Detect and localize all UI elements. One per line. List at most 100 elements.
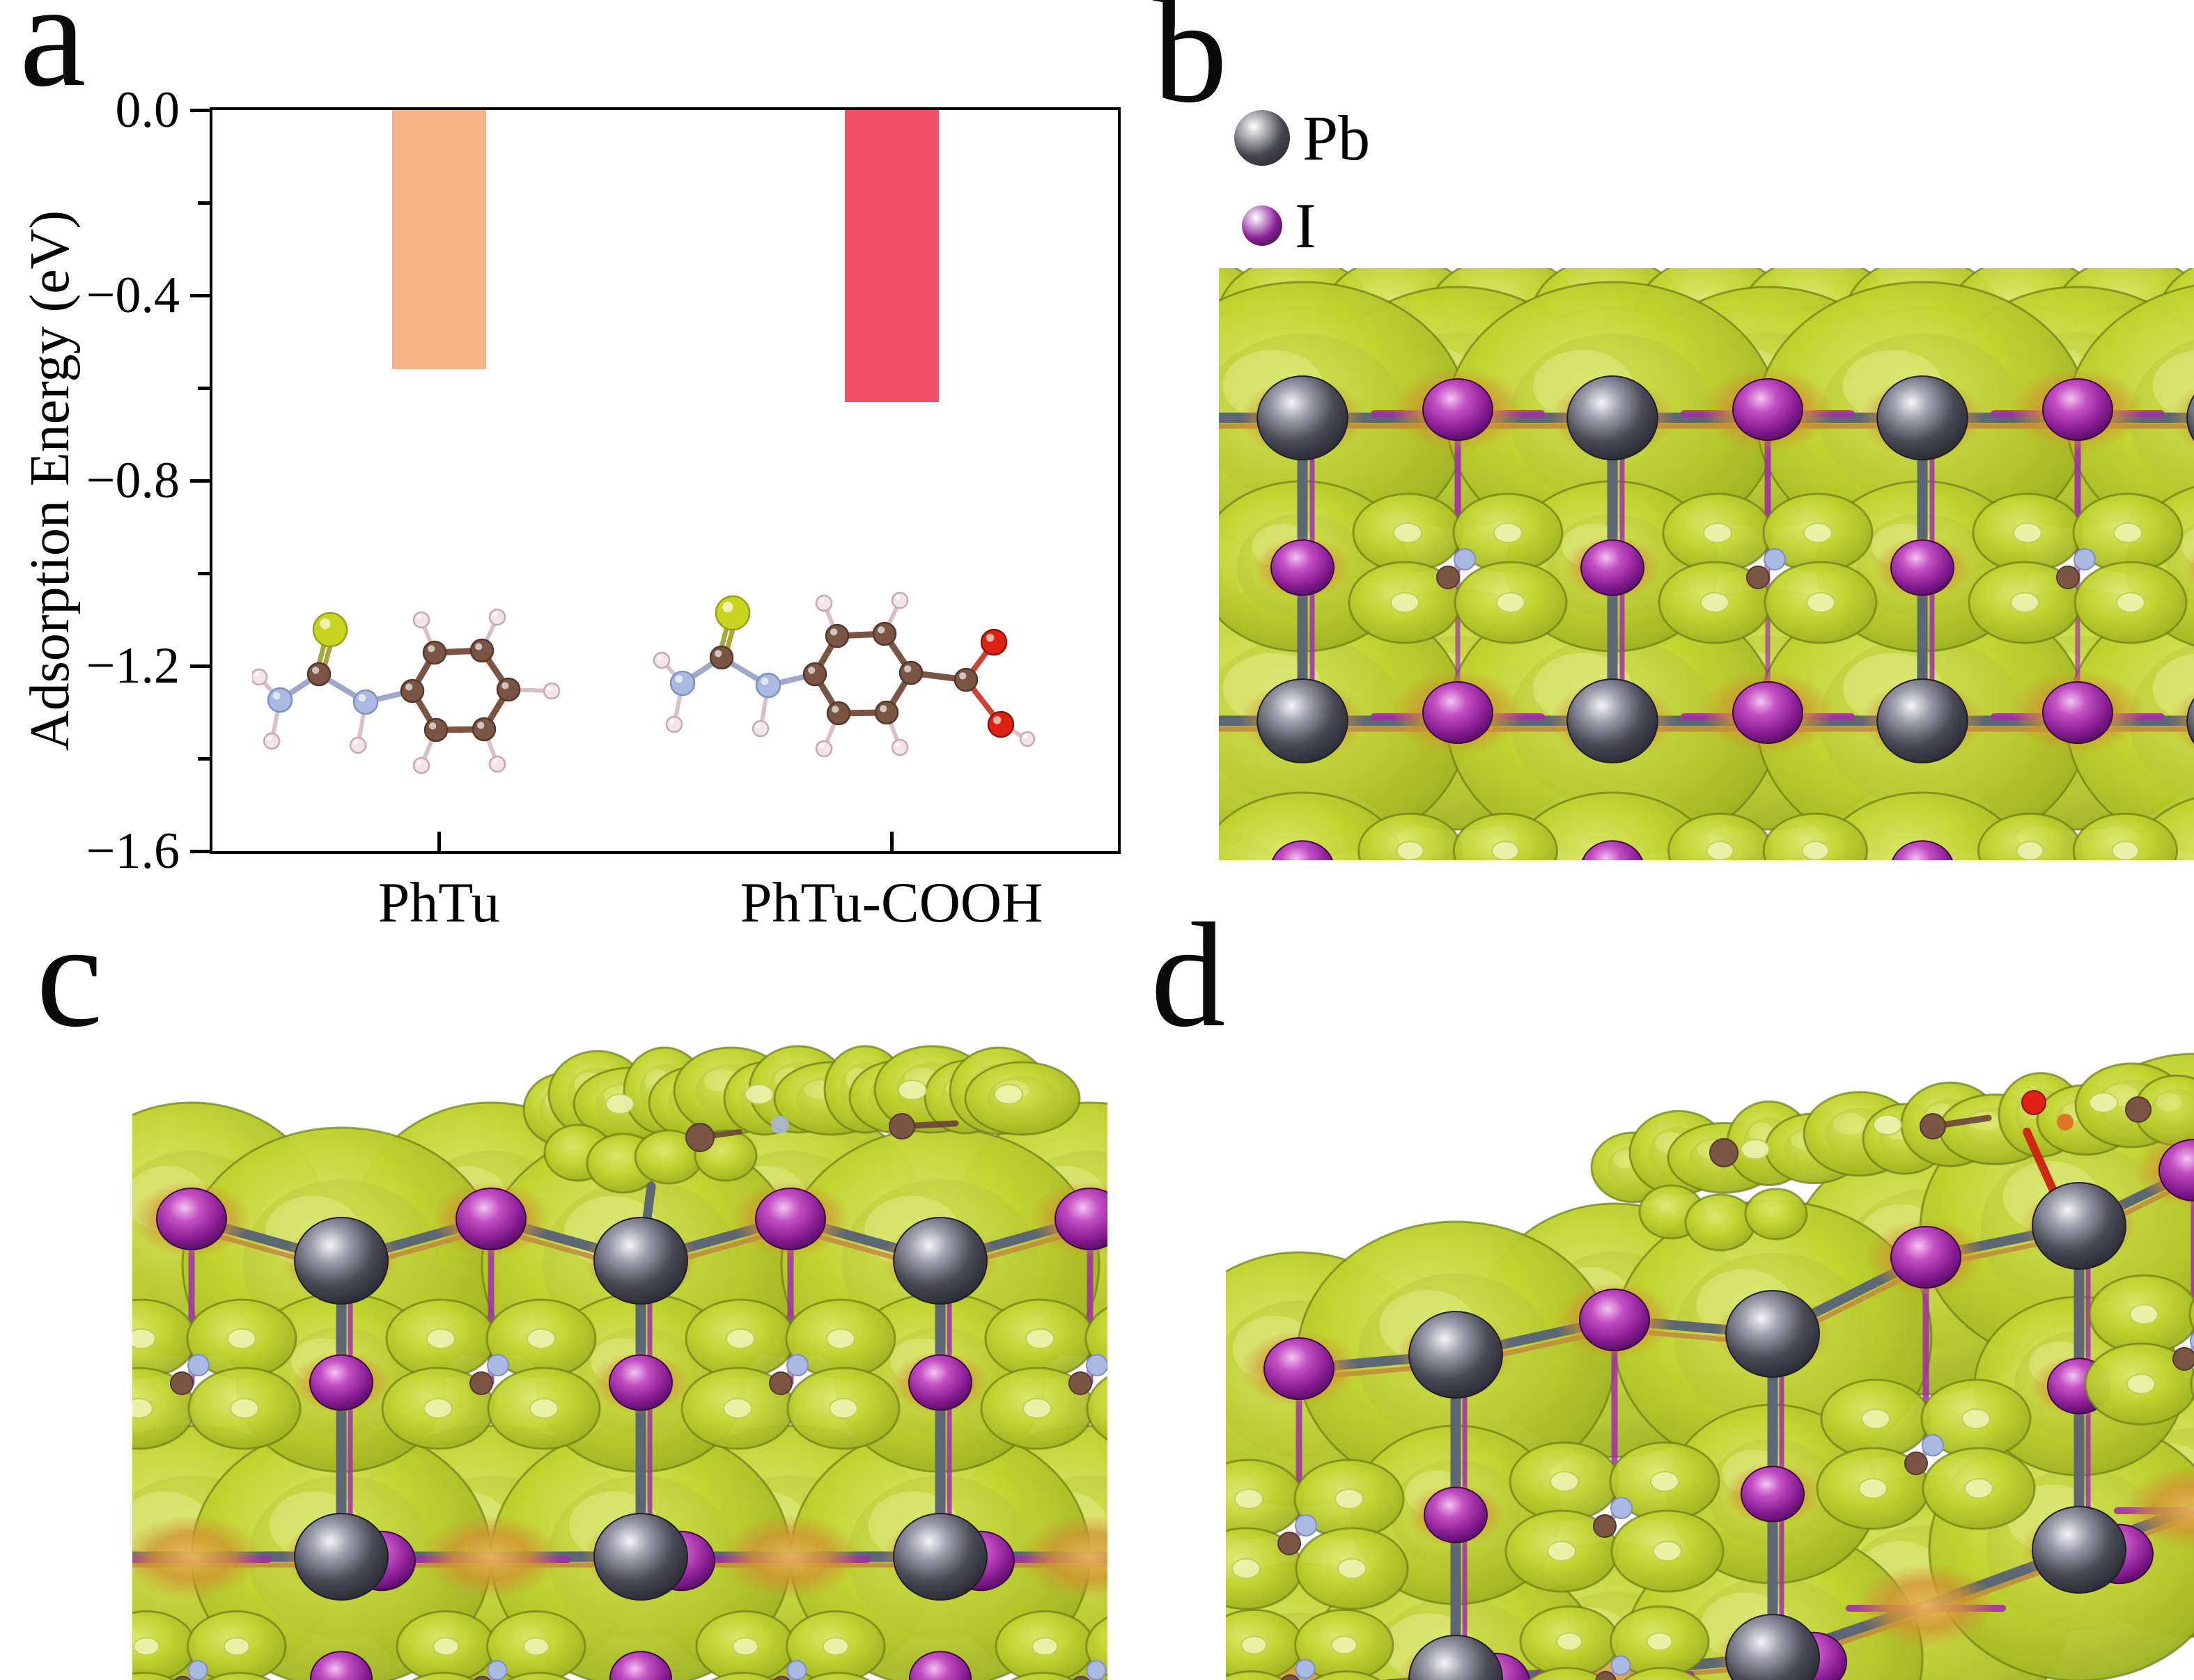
atom-highlight (878, 626, 885, 634)
h-glow (132, 1398, 153, 1419)
h-glow (2126, 1374, 2156, 1394)
i-atom (755, 1188, 826, 1250)
o-atom (2057, 1114, 2074, 1130)
i-atom (1579, 1289, 1650, 1351)
h-glow (1646, 1632, 1673, 1651)
h-glow (1556, 1632, 1583, 1651)
n-atom (2074, 548, 2096, 570)
c-atom (769, 1371, 793, 1395)
phtu-molecule-inset (252, 608, 561, 775)
n-atom (1610, 1497, 1633, 1519)
isosurface-blob (710, 1672, 775, 1680)
atom-highlight (722, 601, 733, 613)
c-atom (174, 1676, 192, 1680)
i-atom (1732, 378, 1803, 441)
n-atom (1610, 1655, 1631, 1676)
atom (488, 608, 506, 626)
n-atom (487, 1660, 508, 1680)
atom-highlight (1022, 734, 1028, 739)
panel-d-label: d (1151, 892, 1226, 1058)
atom-highlight (312, 667, 320, 674)
y-tick-label: −0.8 (86, 452, 180, 509)
pb-atom (893, 1217, 988, 1305)
atom (543, 682, 561, 700)
atom (980, 628, 1008, 656)
h-glow (227, 1328, 256, 1349)
atom-highlight (320, 618, 331, 630)
atom-highlight (669, 719, 675, 724)
y-tick-label: −1.2 (86, 637, 180, 694)
n-atom (1086, 1354, 1107, 1376)
n-atom (2190, 1332, 2194, 1350)
orange-glow (421, 1515, 561, 1599)
pb-atom (1725, 1614, 1820, 1680)
atom-highlight (761, 677, 769, 685)
h-glow (723, 1398, 752, 1419)
i-atom (2042, 681, 2113, 744)
isosurface-blob (1086, 1376, 1107, 1441)
n-atom (187, 1660, 208, 1680)
isosurface-highlight (1833, 1112, 1867, 1135)
pb-atom (893, 1513, 988, 1601)
n-atom (1295, 1658, 1316, 1679)
c-atom (1595, 1671, 1617, 1680)
atom (665, 715, 683, 733)
c-atom (1436, 566, 1460, 589)
atom-highlight (756, 723, 761, 729)
h-glow (1547, 1541, 1576, 1562)
legend-item-pb: Pb (1234, 106, 1370, 170)
panel-a-label: a (20, 0, 86, 118)
i-atom (909, 1651, 972, 1680)
h-glow (423, 1398, 453, 1419)
h-glow (1337, 1558, 1367, 1579)
i-atom (1732, 681, 1803, 744)
i-atom (908, 1354, 972, 1411)
y-minor-tick (198, 201, 210, 205)
i-atom (1270, 539, 1335, 596)
pb-atom (1257, 375, 1348, 460)
atom (496, 677, 521, 702)
h-glow (1650, 1471, 1679, 1492)
h-glow (522, 1637, 550, 1656)
atom-highlight (417, 614, 422, 620)
atom-highlight (986, 633, 995, 642)
h-glow (529, 1398, 559, 1419)
isosurface-highlight (2156, 1093, 2182, 1112)
pb-atom-icon (1234, 110, 1290, 166)
h-glow (426, 1328, 456, 1349)
y-minor-tick (198, 387, 210, 390)
atom (709, 645, 734, 670)
h-glow (2016, 841, 2044, 860)
isosurface-blob (1744, 1188, 1808, 1240)
h-glow (1231, 1558, 1261, 1579)
orange-glow (2170, 386, 2194, 450)
pb-atom (1408, 1311, 1503, 1399)
atom-highlight (895, 595, 901, 600)
h-glow (1961, 1408, 1991, 1429)
atom (825, 623, 850, 648)
isosurface-inner (2150, 1089, 2194, 1133)
n-atom (786, 1660, 807, 1680)
h-glow (1741, 1139, 1770, 1160)
h-glow (1234, 1488, 1263, 1509)
c-atom (685, 1123, 715, 1152)
isosurface-blob (806, 1672, 871, 1680)
atom (715, 595, 751, 631)
h-glow (133, 1637, 160, 1656)
legend: Pb I (1234, 106, 1370, 258)
pb-atom (1566, 678, 1658, 763)
h-glow (527, 1328, 556, 1349)
isosurface-blob (1508, 791, 1717, 860)
bar-phtu-cooh (844, 110, 939, 402)
h-glow (2010, 592, 2039, 613)
y-major-tick (190, 664, 210, 668)
c-atom (1746, 566, 1770, 589)
phtu-cooh-molecule-inset (653, 591, 1036, 758)
atom-highlight (675, 675, 683, 683)
i-atom (1582, 840, 1643, 860)
h-glow (826, 1328, 855, 1349)
pb-atom (1408, 1635, 1503, 1680)
c-atom (2125, 1096, 2152, 1123)
atom-highlight (353, 740, 359, 745)
c-atom (1593, 1514, 1617, 1538)
